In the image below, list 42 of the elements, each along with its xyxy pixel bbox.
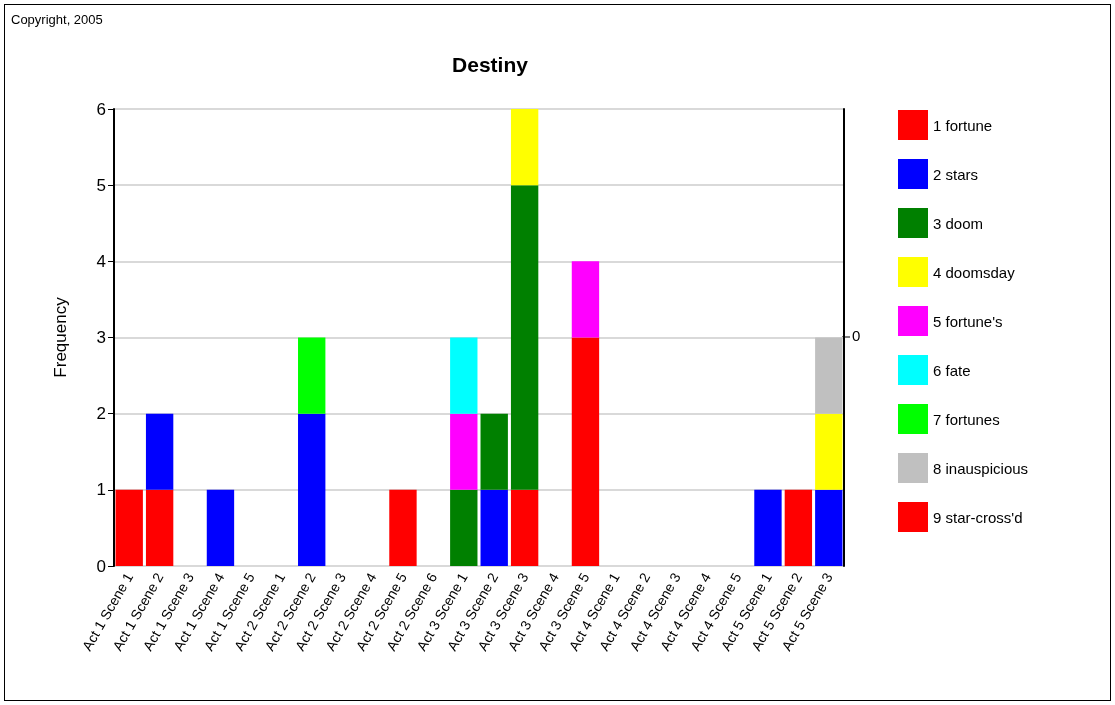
legend-label: 2 stars: [933, 165, 979, 183]
bar: [815, 489, 843, 566]
bar: [571, 337, 600, 566]
y-tick-label: 6: [96, 99, 106, 119]
y-tick-label: 3: [96, 328, 106, 347]
legend-label: 1 fortune: [933, 116, 993, 134]
legend-label: 8 inauspicious: [933, 459, 1029, 477]
bar: [389, 489, 417, 566]
bar: [815, 413, 843, 490]
bar: [510, 489, 539, 566]
legend-label: 3 doom: [933, 214, 984, 232]
y-tick-label: 4: [96, 251, 106, 271]
bar: [450, 489, 478, 566]
bar: [754, 489, 782, 566]
bar: [510, 109, 539, 186]
bar: [145, 489, 174, 566]
bar: [298, 337, 326, 414]
bar: [115, 489, 143, 566]
bar: [480, 413, 508, 490]
legend-label: 7 fortunes: [933, 410, 1000, 428]
bar: [571, 261, 600, 338]
legend-label: 9 star-cross'd: [933, 508, 1023, 526]
text: Copyright, 2005: [11, 12, 103, 27]
y-tick-label: 2: [96, 404, 106, 424]
chart-title: Destiny: [452, 53, 529, 76]
y-tick-label: 5: [96, 175, 106, 195]
bar: [298, 413, 326, 566]
y-axis-title: Frequency: [51, 296, 70, 378]
bar: [145, 413, 174, 490]
y-tick-label: 0: [96, 556, 106, 576]
bar: [450, 413, 478, 490]
bar: [784, 489, 813, 566]
bar: [480, 489, 508, 566]
bar: [815, 337, 843, 414]
bar: [510, 185, 539, 490]
bar: [450, 337, 478, 414]
text: 0: [852, 327, 861, 344]
legend-label: 6 fate: [933, 361, 971, 379]
legend-label: 5 fortune's: [933, 312, 1003, 330]
bar: [206, 489, 235, 566]
legend-label: 4 doomsday: [933, 263, 1016, 281]
y-tick-label: 1: [96, 480, 106, 500]
